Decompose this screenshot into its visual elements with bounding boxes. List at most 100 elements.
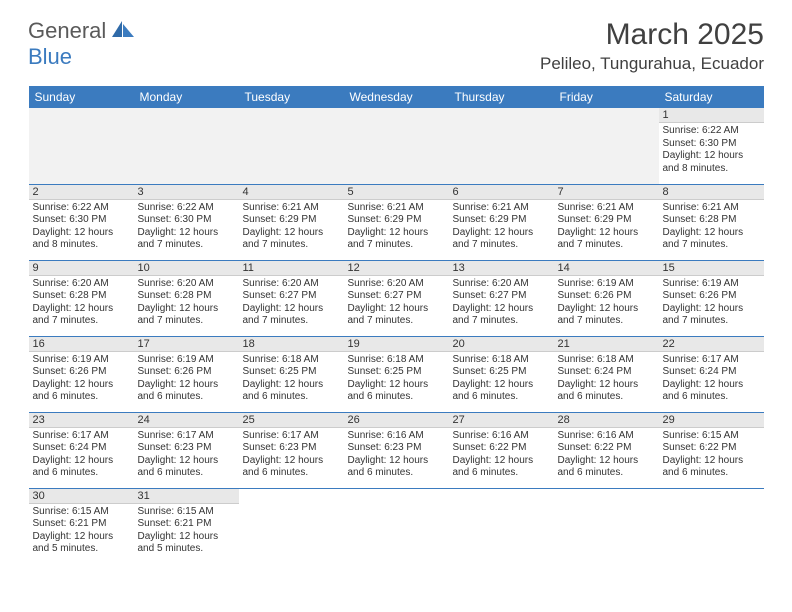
day-line: Daylight: 12 hours xyxy=(558,227,655,240)
calendar-cell: 15Sunrise: 6:19 AMSunset: 6:26 PMDayligh… xyxy=(659,260,764,336)
weekday-header: Thursday xyxy=(449,86,554,108)
day-number: 17 xyxy=(134,337,239,352)
calendar-cell: 3Sunrise: 6:22 AMSunset: 6:30 PMDaylight… xyxy=(134,184,239,260)
day-content: Sunrise: 6:20 AMSunset: 6:27 PMDaylight:… xyxy=(344,276,449,330)
day-line: Daylight: 12 hours xyxy=(453,379,550,392)
day-line: and 6 minutes. xyxy=(243,467,340,480)
day-line: and 8 minutes. xyxy=(33,239,130,252)
day-content: Sunrise: 6:16 AMSunset: 6:22 PMDaylight:… xyxy=(449,428,554,482)
day-content: Sunrise: 6:17 AMSunset: 6:24 PMDaylight:… xyxy=(29,428,134,482)
calendar-cell xyxy=(554,108,659,184)
calendar-cell: 28Sunrise: 6:16 AMSunset: 6:22 PMDayligh… xyxy=(554,412,659,488)
day-line: Sunrise: 6:17 AM xyxy=(243,430,340,443)
day-line: Daylight: 12 hours xyxy=(558,379,655,392)
day-line: Sunrise: 6:17 AM xyxy=(33,430,130,443)
day-content: Sunrise: 6:20 AMSunset: 6:27 PMDaylight:… xyxy=(239,276,344,330)
calendar-week-row: 30Sunrise: 6:15 AMSunset: 6:21 PMDayligh… xyxy=(29,488,764,564)
day-number: 31 xyxy=(134,489,239,504)
day-content: Sunrise: 6:18 AMSunset: 6:24 PMDaylight:… xyxy=(554,352,659,406)
weekday-header: Friday xyxy=(554,86,659,108)
day-content: Sunrise: 6:20 AMSunset: 6:27 PMDaylight:… xyxy=(449,276,554,330)
day-content: Sunrise: 6:15 AMSunset: 6:22 PMDaylight:… xyxy=(659,428,764,482)
day-line: Sunrise: 6:19 AM xyxy=(138,354,235,367)
calendar-cell: 31Sunrise: 6:15 AMSunset: 6:21 PMDayligh… xyxy=(134,488,239,564)
day-line: and 6 minutes. xyxy=(33,391,130,404)
day-line: Sunrise: 6:18 AM xyxy=(558,354,655,367)
day-content: Sunrise: 6:17 AMSunset: 6:24 PMDaylight:… xyxy=(659,352,764,406)
calendar-cell: 21Sunrise: 6:18 AMSunset: 6:24 PMDayligh… xyxy=(554,336,659,412)
day-line: Sunrise: 6:16 AM xyxy=(348,430,445,443)
day-line: Daylight: 12 hours xyxy=(243,379,340,392)
day-line: Sunset: 6:22 PM xyxy=(663,442,760,455)
day-line: Daylight: 12 hours xyxy=(33,531,130,544)
day-line: and 7 minutes. xyxy=(558,315,655,328)
day-line: Sunset: 6:30 PM xyxy=(33,214,130,227)
weekday-header: Tuesday xyxy=(239,86,344,108)
day-content: Sunrise: 6:17 AMSunset: 6:23 PMDaylight:… xyxy=(239,428,344,482)
day-line: and 7 minutes. xyxy=(348,315,445,328)
day-number: 1 xyxy=(659,108,764,123)
calendar-cell: 8Sunrise: 6:21 AMSunset: 6:28 PMDaylight… xyxy=(659,184,764,260)
calendar-cell: 24Sunrise: 6:17 AMSunset: 6:23 PMDayligh… xyxy=(134,412,239,488)
day-line: and 6 minutes. xyxy=(558,391,655,404)
day-line: Daylight: 12 hours xyxy=(138,379,235,392)
day-line: Sunrise: 6:20 AM xyxy=(138,278,235,291)
calendar-cell: 26Sunrise: 6:16 AMSunset: 6:23 PMDayligh… xyxy=(344,412,449,488)
day-number: 14 xyxy=(554,261,659,276)
day-number: 3 xyxy=(134,185,239,200)
day-line: Sunset: 6:25 PM xyxy=(453,366,550,379)
day-line: Sunset: 6:23 PM xyxy=(138,442,235,455)
day-line: and 6 minutes. xyxy=(453,467,550,480)
calendar-cell: 20Sunrise: 6:18 AMSunset: 6:25 PMDayligh… xyxy=(449,336,554,412)
day-line: Sunset: 6:27 PM xyxy=(453,290,550,303)
day-number: 25 xyxy=(239,413,344,428)
calendar-week-row: 9Sunrise: 6:20 AMSunset: 6:28 PMDaylight… xyxy=(29,260,764,336)
day-number: 5 xyxy=(344,185,449,200)
day-line: and 6 minutes. xyxy=(348,467,445,480)
calendar-cell: 17Sunrise: 6:19 AMSunset: 6:26 PMDayligh… xyxy=(134,336,239,412)
day-line: Daylight: 12 hours xyxy=(243,303,340,316)
day-line: Sunset: 6:26 PM xyxy=(663,290,760,303)
day-line: Sunrise: 6:21 AM xyxy=(348,202,445,215)
day-number: 4 xyxy=(239,185,344,200)
day-line: and 6 minutes. xyxy=(348,391,445,404)
calendar-cell: 19Sunrise: 6:18 AMSunset: 6:25 PMDayligh… xyxy=(344,336,449,412)
day-number: 27 xyxy=(449,413,554,428)
day-line: Sunrise: 6:20 AM xyxy=(33,278,130,291)
day-line: and 7 minutes. xyxy=(453,315,550,328)
calendar-cell: 29Sunrise: 6:15 AMSunset: 6:22 PMDayligh… xyxy=(659,412,764,488)
day-line: Sunset: 6:22 PM xyxy=(558,442,655,455)
day-number: 19 xyxy=(344,337,449,352)
day-content: Sunrise: 6:19 AMSunset: 6:26 PMDaylight:… xyxy=(29,352,134,406)
day-number: 8 xyxy=(659,185,764,200)
day-line: Sunrise: 6:19 AM xyxy=(663,278,760,291)
day-line: and 7 minutes. xyxy=(453,239,550,252)
calendar-cell: 27Sunrise: 6:16 AMSunset: 6:22 PMDayligh… xyxy=(449,412,554,488)
day-line: Sunrise: 6:21 AM xyxy=(243,202,340,215)
weekday-header: Sunday xyxy=(29,86,134,108)
day-line: and 7 minutes. xyxy=(138,315,235,328)
day-line: Sunset: 6:29 PM xyxy=(558,214,655,227)
day-line: Sunrise: 6:16 AM xyxy=(453,430,550,443)
day-number: 23 xyxy=(29,413,134,428)
day-line: Daylight: 12 hours xyxy=(663,227,760,240)
day-line: Sunrise: 6:15 AM xyxy=(33,506,130,519)
day-line: and 7 minutes. xyxy=(558,239,655,252)
day-line: Sunrise: 6:17 AM xyxy=(138,430,235,443)
day-line: Sunrise: 6:20 AM xyxy=(243,278,340,291)
calendar-cell: 14Sunrise: 6:19 AMSunset: 6:26 PMDayligh… xyxy=(554,260,659,336)
day-number: 6 xyxy=(449,185,554,200)
day-line: Sunset: 6:29 PM xyxy=(453,214,550,227)
day-line: Sunrise: 6:20 AM xyxy=(348,278,445,291)
calendar-cell xyxy=(449,488,554,564)
day-line: Sunset: 6:28 PM xyxy=(33,290,130,303)
day-line: Sunrise: 6:17 AM xyxy=(663,354,760,367)
day-line: and 7 minutes. xyxy=(138,239,235,252)
day-number: 20 xyxy=(449,337,554,352)
day-line: Sunrise: 6:19 AM xyxy=(33,354,130,367)
day-number: 11 xyxy=(239,261,344,276)
day-line: Sunset: 6:30 PM xyxy=(138,214,235,227)
calendar-week-row: 1Sunrise: 6:22 AMSunset: 6:30 PMDaylight… xyxy=(29,108,764,184)
day-line: Daylight: 12 hours xyxy=(243,455,340,468)
day-line: Daylight: 12 hours xyxy=(243,227,340,240)
